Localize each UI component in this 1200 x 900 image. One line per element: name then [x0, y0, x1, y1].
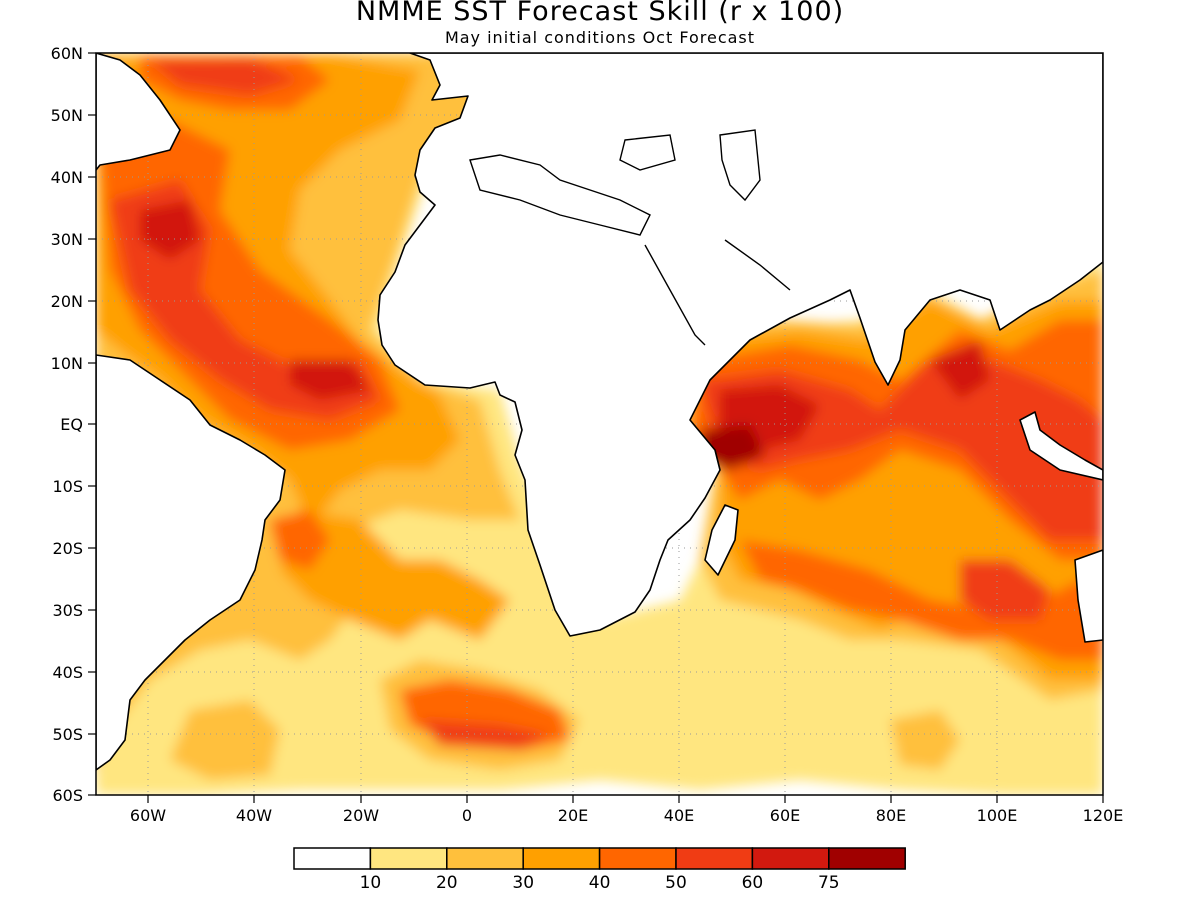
island-land	[1019, 411, 1103, 481]
lon-axis: 60W 40W 20W 0 20E 40E 60E 80E 100E 120E	[130, 806, 1123, 825]
lat-label: 10N	[51, 354, 83, 373]
lon-label: 20W	[343, 806, 379, 825]
africa-eurasia-land	[377, 53, 1103, 637]
colorbar-swatch	[522, 847, 601, 870]
lon-label: 0	[462, 806, 472, 825]
lat-label: 20N	[51, 292, 83, 311]
lat-label: 20S	[52, 539, 83, 558]
lon-label: 120E	[1083, 806, 1124, 825]
skill-field	[96, 53, 1103, 795]
lat-label: 50S	[52, 725, 83, 744]
colorbar: 10 20 30 40 50 60 75	[293, 847, 906, 893]
lat-label: 30N	[51, 230, 83, 249]
colorbar-swatch	[598, 847, 677, 870]
colorbar-swatch	[675, 847, 754, 870]
lon-label: 100E	[977, 806, 1018, 825]
australia-land	[1074, 549, 1103, 643]
lon-label: 60E	[770, 806, 800, 825]
colorbar-label: 20	[436, 873, 458, 893]
colorbar-swatch	[369, 847, 448, 870]
colorbar-swatch	[828, 847, 906, 870]
lat-label: 40N	[51, 168, 83, 187]
lat-label: 10S	[52, 477, 83, 496]
colorbar-label: 10	[360, 873, 382, 893]
lat-label: EQ	[60, 415, 83, 434]
colorbar-swatch	[446, 847, 524, 870]
lat-label: 50N	[51, 106, 83, 125]
chart-subtitle: May initial conditions Oct Forecast	[444, 28, 756, 47]
south-america-land	[96, 354, 286, 771]
lat-label: 30S	[52, 601, 83, 620]
land-outlines	[96, 53, 1103, 771]
colorbar-swatch	[293, 847, 372, 870]
lon-label: 40E	[664, 806, 694, 825]
lat-label: 40S	[52, 663, 83, 682]
colorbar-swatch	[751, 847, 830, 870]
madagascar-land	[704, 504, 739, 576]
colorbar-label: 75	[818, 873, 840, 893]
lon-label: 80E	[876, 806, 906, 825]
colorbar-label: 40	[589, 873, 611, 893]
colorbar-label: 50	[665, 873, 687, 893]
lat-label: 60N	[51, 44, 83, 63]
colorbar-label: 60	[742, 873, 764, 893]
colorbar-label: 30	[512, 873, 534, 893]
americas-land	[96, 53, 181, 171]
lat-label: 60S	[52, 786, 83, 805]
lon-label: 20E	[558, 806, 588, 825]
chart-title: NMME SST Forecast Skill (r x 100)	[355, 0, 845, 27]
lat-axis: 60N 50N 40N 30N 20N 10N EQ 10S 20S 30S 4…	[51, 44, 83, 805]
lon-label: 40W	[236, 806, 272, 825]
lon-label: 60W	[130, 806, 166, 825]
